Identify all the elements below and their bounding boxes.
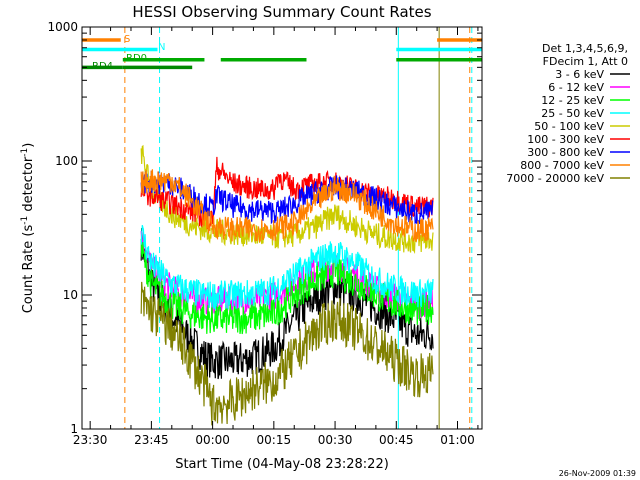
x-tick-label-2: 00:00 xyxy=(195,433,230,447)
x-tick-label-1: 23:45 xyxy=(134,433,169,447)
overlay-label-0: S xyxy=(124,34,130,45)
x-tick-label-4: 00:30 xyxy=(318,433,353,447)
footer-date: 26-Nov-2009 01:39 xyxy=(559,469,636,478)
x-tick-label-5: 00:45 xyxy=(379,433,414,447)
y-tick-label-3: 1000 xyxy=(47,20,78,34)
y-tick-label-0: 1 xyxy=(70,422,78,436)
series-line-3 xyxy=(140,224,434,310)
y-label-sup2: -1 xyxy=(20,148,30,157)
legend-header-1: FDecim 1, Att 0 xyxy=(543,55,628,68)
y-ticks: 1 10 100 1000 xyxy=(47,20,482,436)
legend-label-6: 300 - 800 keV xyxy=(527,146,604,159)
legend-label-5: 100 - 300 keV xyxy=(527,133,604,146)
legend-label-0: 3 - 6 keV xyxy=(555,68,604,81)
legend-label-3: 25 - 50 keV xyxy=(541,107,604,120)
y-tick-label-1: 10 xyxy=(63,288,78,302)
x-ticks: 23:30 23:45 00:00 00:15 00:30 00:45 01:00 xyxy=(73,27,479,447)
series-line-7 xyxy=(140,169,434,243)
legend-label-7: 800 - 7000 keV xyxy=(520,159,604,172)
y-label-main: Count Rate (s xyxy=(21,225,36,314)
series-line-4 xyxy=(140,144,434,254)
legend-label-8: 7000 - 20000 keV xyxy=(506,172,604,185)
x-tick-label-6: 01:00 xyxy=(440,433,475,447)
x-tick-label-3: 00:15 xyxy=(257,433,292,447)
legend-label-1: 6 - 12 keV xyxy=(548,81,604,94)
x-axis-label: Start Time (04-May-08 23:28:22) xyxy=(175,457,389,472)
y-label-end: ) xyxy=(21,143,36,148)
overlay-label-1: N xyxy=(158,42,165,53)
chart-title: HESSI Observing Summary Count Rates xyxy=(132,3,431,21)
overlay-label-3: RD4 xyxy=(92,61,113,72)
plot-area: S N RD0 RD4 xyxy=(81,26,483,430)
plot-frame xyxy=(81,26,483,430)
y-label-mid: detector xyxy=(21,156,36,216)
series-line-6 xyxy=(140,170,434,225)
overlay-label-2: RD0 xyxy=(126,53,147,64)
y-label-sup1: -1 xyxy=(20,216,30,225)
legend-label-2: 12 - 25 keV xyxy=(541,94,604,107)
legend-label-4: 50 - 100 keV xyxy=(534,120,604,133)
legend: Det 1,3,4,5,6,9,FDecim 1, Att 03 - 6 keV… xyxy=(506,42,630,185)
series-line-8 xyxy=(140,281,434,426)
legend-header-0: Det 1,3,4,5,6,9, xyxy=(542,42,628,55)
y-tick-label-2: 100 xyxy=(55,154,78,168)
plot-inner xyxy=(82,27,482,429)
y-axis-label: Count Rate (s-1 detector-1) xyxy=(20,143,36,314)
x-tick-label-0: 23:30 xyxy=(73,433,108,447)
